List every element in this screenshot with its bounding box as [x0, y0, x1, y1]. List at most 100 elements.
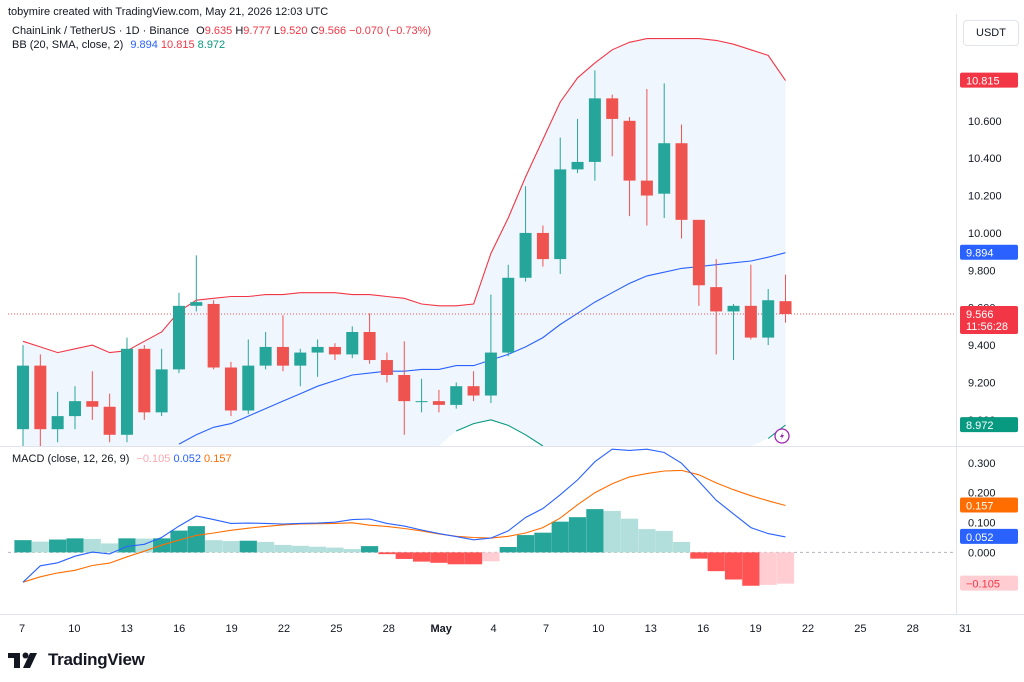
- time-axis-tick: 13: [121, 623, 133, 635]
- macd-axis-tick: 0.100: [968, 518, 996, 530]
- candle-body: [588, 98, 601, 162]
- candle-body: [259, 346, 272, 366]
- candle-body: [762, 300, 775, 338]
- low-value: 9.520: [280, 25, 308, 37]
- candle-body: [571, 161, 584, 170]
- candles: [17, 70, 792, 446]
- macd-histogram-bar: [239, 540, 257, 553]
- symbol-legend[interactable]: ChainLink / TetherUS · 1D · Binance O9.6…: [12, 25, 431, 37]
- high-value: 9.777: [243, 25, 271, 37]
- time-axis-tick: May: [430, 623, 452, 635]
- currency-selector[interactable]: USDT: [963, 20, 1019, 46]
- time-axis-tick: 13: [645, 623, 657, 635]
- price-tag: [960, 575, 1018, 591]
- price-axis-tick: 10.200: [968, 191, 1002, 203]
- time-axis-tick: 16: [173, 623, 185, 635]
- macd-histogram-bar: [274, 544, 292, 553]
- price-axis-tick: 9.800: [968, 265, 996, 277]
- macd-histogram-bar: [343, 549, 361, 553]
- macd-histogram-bar: [378, 552, 396, 555]
- macd-histogram-bar: [482, 552, 500, 562]
- macd-axis-tick: 0.000: [968, 547, 996, 559]
- price-axis-tick: 10.600: [968, 116, 1002, 128]
- candle-body: [450, 386, 463, 405]
- price-tag-label: 9.566: [966, 309, 994, 321]
- macd-histogram-bar: [672, 541, 691, 553]
- tradingview-logo[interactable]: TradingView: [8, 650, 145, 670]
- change-value: −0.070 (−0.73%): [349, 25, 432, 37]
- candle-body: [519, 232, 532, 278]
- candle-body: [190, 302, 203, 306]
- open-value: 9.635: [204, 25, 233, 37]
- price-tag-label: 0.157: [966, 501, 994, 513]
- macd-histogram-bar: [499, 546, 517, 553]
- close-label: C: [310, 25, 319, 37]
- candle-body: [17, 365, 29, 430]
- candle-body: [138, 348, 151, 413]
- price-tag-label: 9.894: [966, 248, 994, 260]
- price-tag: [960, 306, 1018, 335]
- macd-histogram-bar: [412, 552, 431, 562]
- bb-label: BB (20, SMA, close, 2): [12, 39, 124, 51]
- price-tag: [960, 244, 1018, 260]
- candle-body: [242, 365, 255, 411]
- macd-axis-tick: 0.200: [968, 488, 996, 500]
- macd-label: MACD (close, 12, 26, 9): [12, 453, 130, 465]
- time-axis-tick: 22: [278, 623, 290, 635]
- macd-legend[interactable]: MACD (close, 12, 26, 9) −0.105 0.052 0.1…: [12, 453, 232, 465]
- candle-body: [51, 416, 64, 430]
- candle-body: [502, 277, 515, 353]
- candle-body: [640, 180, 653, 196]
- price-axis-tick: 9.200: [968, 377, 996, 389]
- price-axis-tick: 10.400: [968, 153, 1002, 165]
- macd-signal-value: 0.157: [204, 453, 232, 465]
- tradingview-logo-icon: [8, 652, 37, 668]
- price-tag-countdown: 11:56:28: [966, 321, 1008, 333]
- macd-histogram-bar: [638, 529, 656, 553]
- bb-basis-value: 9.894: [130, 39, 158, 51]
- macd-histogram-bar: [187, 526, 205, 553]
- macd-histogram-bar: [395, 552, 413, 559]
- price-axis-tick: 9.400: [968, 340, 996, 352]
- time-axis-tick: 7: [19, 623, 25, 635]
- bb-legend[interactable]: BB (20, SMA, close, 2) 9.894 10.815 8.97…: [12, 39, 225, 51]
- candle-body: [536, 232, 549, 260]
- price-axis-tick: 10.000: [968, 228, 1002, 240]
- candle-body: [606, 98, 619, 119]
- candle-body: [380, 360, 393, 375]
- bb-lower-value: 8.972: [197, 39, 226, 51]
- pane-frame: [0, 14, 1024, 615]
- price-tag: [960, 528, 1018, 544]
- macd-histogram-bar: [603, 510, 621, 553]
- macd-histogram-bar: [447, 552, 465, 565]
- macd-histogram-bar: [655, 530, 673, 553]
- macd-histogram-bar: [170, 530, 188, 553]
- candle-body: [675, 143, 688, 220]
- macd-histogram-bar: [83, 538, 101, 553]
- candle-body: [415, 401, 428, 403]
- tradingview-wordmark: TradingView: [48, 650, 145, 669]
- candle-body: [554, 169, 567, 260]
- macd-histogram-bar: [707, 552, 725, 572]
- price-tag: [960, 72, 1018, 88]
- macd-histogram-bar: [516, 535, 535, 553]
- price-tag: [960, 417, 1018, 433]
- time-axis-tick: 19: [749, 623, 761, 635]
- candle-body: [86, 401, 99, 407]
- macd-histogram-bar: [551, 521, 569, 553]
- low-label: L: [273, 25, 280, 37]
- candle-body: [692, 219, 705, 286]
- macd-histogram-bar: [257, 541, 275, 553]
- time-axis-tick: 28: [383, 623, 395, 635]
- macd-histogram-bar: [49, 539, 67, 553]
- candle-body: [727, 305, 740, 312]
- candle-body: [623, 120, 636, 181]
- open-label: O: [196, 25, 205, 37]
- price-tag-label: 0.052: [966, 532, 994, 544]
- macd-histogram-bar: [690, 552, 708, 559]
- macd-histogram-bar: [534, 532, 552, 553]
- bb-upper-value: 10.815: [160, 39, 195, 51]
- macd-histogram-bar: [430, 552, 448, 563]
